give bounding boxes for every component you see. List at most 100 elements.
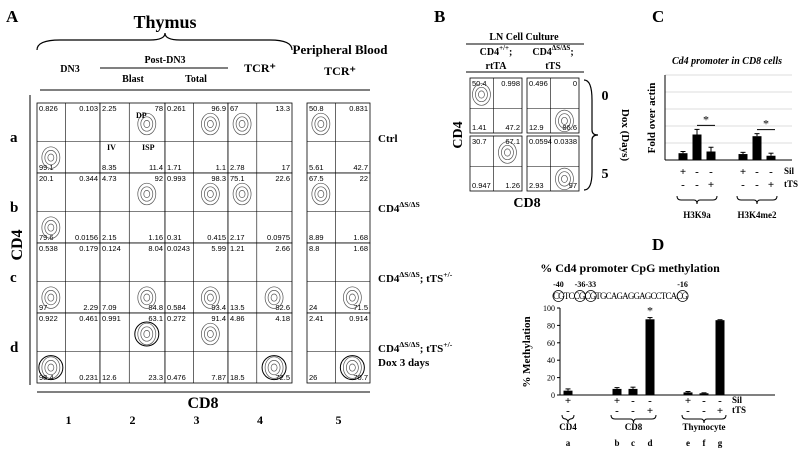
- row-letter: d: [10, 340, 19, 356]
- text-part: CD4: [532, 47, 551, 58]
- bracket: [583, 79, 599, 191]
- contour: [232, 112, 252, 136]
- contour: [264, 286, 284, 309]
- quadrant-percent: 0.344: [79, 174, 98, 183]
- contour: [235, 186, 249, 202]
- group-label: H3K4me2: [738, 210, 777, 220]
- cpg-site: -33: [585, 280, 596, 289]
- condition-sign: -: [755, 179, 759, 191]
- quadrant-percent: 71.5: [353, 303, 368, 312]
- condition-sign: -: [681, 179, 685, 191]
- contour: [207, 330, 214, 338]
- contour: [47, 223, 55, 232]
- condition-sign: -: [615, 405, 619, 417]
- quadrant-percent: 5.61: [309, 163, 324, 172]
- condition-sign: -: [648, 395, 652, 407]
- contour: [201, 182, 220, 206]
- condition-sign: -: [702, 405, 706, 417]
- contour: [140, 116, 154, 132]
- text-part: Ctrl: [378, 133, 398, 145]
- row-letter: a: [10, 130, 18, 146]
- contour: [349, 363, 356, 372]
- contour: [235, 116, 249, 132]
- quadrant-percent: 67: [230, 104, 238, 113]
- quadrant-percent: 0.998: [501, 79, 520, 88]
- quadrant-percent: 0.914: [349, 314, 368, 323]
- bar: [628, 388, 638, 395]
- contour: [137, 112, 157, 136]
- bar: [563, 390, 573, 395]
- highlight-circle: [38, 355, 64, 381]
- contour: [207, 293, 214, 302]
- y-axis-title: Fold over actin: [646, 83, 658, 154]
- contour: [238, 120, 246, 128]
- gate-label: DP: [136, 111, 147, 120]
- flow-plot: [36, 242, 101, 314]
- contour: [311, 182, 331, 206]
- quadrant-percent: 0.231: [79, 373, 98, 382]
- contour: [501, 144, 514, 161]
- superscript: +/+: [499, 44, 509, 52]
- group-brace: [736, 195, 778, 205]
- text-part: CD4: [378, 203, 400, 215]
- contour: [555, 167, 574, 191]
- column-header: TCR⁺: [324, 64, 356, 78]
- contour: [317, 120, 325, 128]
- contour: [478, 90, 485, 99]
- quadrant-percent: 97: [569, 181, 577, 190]
- text-part: CD4: [480, 47, 499, 58]
- text-part: ;: [570, 47, 573, 58]
- quadrant-percent: 2.29: [83, 303, 98, 312]
- quadrant-percent: 0.496: [529, 79, 548, 88]
- quadrant-percent: 17: [282, 163, 290, 172]
- quadrant-percent: 24: [309, 303, 317, 312]
- flow-plot: [306, 172, 371, 244]
- flow-plot: [469, 77, 523, 134]
- group-brace: [681, 414, 727, 424]
- contour: [558, 171, 571, 187]
- panel-letter: B: [434, 7, 445, 26]
- quadrant-percent: 0.584: [167, 303, 186, 312]
- superscript: ΔS/ΔS: [552, 44, 571, 52]
- text-part: CD4: [378, 343, 400, 355]
- x-axis-title: CD8: [513, 196, 540, 211]
- quadrant-percent: 0.0243: [167, 244, 190, 253]
- contour: [317, 190, 325, 198]
- column-number: 5: [336, 413, 342, 427]
- quadrant-percent: 2.41: [309, 314, 324, 323]
- highlight-circle: [339, 355, 365, 381]
- condition-sign: -: [741, 179, 745, 191]
- quadrant-percent: 8.35: [102, 163, 117, 172]
- label: Peripheral Blood: [293, 42, 389, 57]
- quadrant-percent: 0.179: [79, 244, 98, 253]
- contour: [137, 286, 157, 309]
- genotype-label: Ctrl: [378, 133, 398, 145]
- text-part: ; tTS: [420, 343, 444, 355]
- contour: [204, 186, 217, 202]
- quadrant-percent: 91.4: [211, 314, 226, 323]
- contour: [204, 116, 217, 132]
- significance: *: [647, 304, 653, 318]
- quadrant-percent: 1.68: [353, 233, 368, 242]
- flow-plot: [469, 135, 523, 192]
- group-brace: [610, 414, 657, 424]
- flow-plot: [164, 172, 229, 244]
- contour: [555, 109, 574, 133]
- contour: [204, 290, 217, 306]
- contour: [204, 326, 217, 342]
- contour: [201, 286, 220, 309]
- quadrant-percent: 0.991: [102, 314, 121, 323]
- flow-plot: [227, 242, 293, 314]
- genotype-label: CD4ΔS/ΔS; tTS+/-: [378, 270, 453, 285]
- quadrant-percent: 4.18: [275, 314, 290, 323]
- column-header: TCR⁺: [244, 61, 276, 75]
- quadrant-percent: 11.4: [149, 163, 163, 172]
- quadrant-percent: 0.261: [167, 104, 186, 113]
- genotype-label: CD4ΔS/ΔS;: [532, 44, 573, 58]
- contour: [561, 174, 568, 183]
- quadrant-percent: 1.21: [230, 244, 245, 253]
- quadrant-percent: 70.7: [353, 373, 368, 382]
- quadrant-percent: 0.272: [167, 314, 186, 323]
- contour: [140, 186, 154, 202]
- quadrant-percent: 0.922: [39, 314, 58, 323]
